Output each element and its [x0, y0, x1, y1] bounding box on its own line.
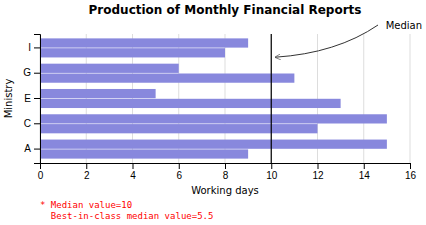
- x-tick: 10: [266, 163, 278, 181]
- annotation: Best-in-class median value=5.5: [40, 211, 213, 221]
- y-tick-label: I: [28, 42, 31, 53]
- x-tick-mark: [86, 163, 87, 169]
- y-tick-mark: [34, 47, 40, 48]
- x-tick-label: 12: [312, 170, 324, 181]
- x-tick-mark: [271, 163, 272, 169]
- annotation: * Median value=10: [40, 200, 132, 210]
- bar: [40, 64, 179, 73]
- median-line: [271, 34, 272, 163]
- x-tick-mark: [225, 163, 226, 169]
- y-tick-mark: [34, 98, 40, 99]
- x-tick-mark: [179, 163, 180, 169]
- median-arrow: [275, 25, 378, 57]
- y-axis-line: [34, 35, 41, 164]
- bar: [40, 124, 318, 133]
- x-axis: 0 2 4 6 8 10 12 14 16: [38, 163, 417, 181]
- bar: [40, 38, 248, 47]
- x-tick-label: 0: [38, 170, 44, 181]
- x-tick-mark: [364, 163, 365, 169]
- y-tick: G: [23, 67, 40, 78]
- bar: [40, 114, 387, 123]
- grid-line: [271, 34, 272, 163]
- chart: 0 2 4 6 8 10 12 14 16 A C E G I Production of Monthly …: [0, 0, 426, 225]
- x-tick: 16: [405, 163, 417, 181]
- y-tick-label: G: [23, 67, 31, 78]
- x-tick: 0: [38, 163, 44, 181]
- x-axis-line: [41, 164, 411, 170]
- bars: [40, 34, 387, 163]
- x-tick: 8: [223, 163, 229, 181]
- y-tick-label: C: [24, 118, 31, 129]
- x-tick: 6: [176, 163, 182, 181]
- bar: [40, 149, 248, 158]
- x-tick: 2: [84, 163, 90, 181]
- y-tick: A: [24, 143, 40, 154]
- plot: 0 2 4 6 8 10 12 14 16 A C E G I: [23, 34, 416, 181]
- x-tick-label: 16: [405, 170, 417, 181]
- x-tick-mark: [133, 163, 134, 169]
- x-tick-label: 8: [223, 170, 229, 181]
- y-axis-title: Ministry: [3, 79, 14, 119]
- y-tick: I: [28, 42, 40, 53]
- grid-line: [410, 34, 411, 163]
- bar: [40, 48, 225, 57]
- bar: [40, 140, 387, 149]
- y-tick-mark: [34, 73, 40, 74]
- x-tick-label: 10: [266, 170, 278, 181]
- bar: [40, 74, 294, 83]
- x-tick: 14: [359, 163, 371, 181]
- y-axis: A C E G I: [23, 35, 40, 164]
- x-axis-title: Working days: [191, 185, 259, 196]
- bar: [40, 99, 341, 108]
- x-tick-mark: [410, 163, 411, 169]
- x-tick: 4: [130, 163, 136, 181]
- y-tick-mark: [34, 149, 40, 150]
- x-tick-mark: [318, 163, 319, 169]
- y-tick: C: [24, 118, 40, 129]
- y-tick-label: A: [24, 143, 31, 154]
- x-tick-label: 6: [176, 170, 182, 181]
- y-tick: E: [24, 93, 40, 104]
- title: Production of Monthly Financial Reports: [89, 3, 362, 17]
- bar: [40, 89, 156, 98]
- x-tick-label: 14: [359, 170, 371, 181]
- x-tick-label: 2: [84, 170, 90, 181]
- x-tick: 12: [312, 163, 324, 181]
- y-tick-mark: [34, 123, 40, 124]
- median-label: Median: [386, 20, 422, 31]
- grid: [40, 34, 410, 163]
- x-tick-label: 4: [130, 170, 136, 181]
- y-tick-label: E: [24, 93, 31, 104]
